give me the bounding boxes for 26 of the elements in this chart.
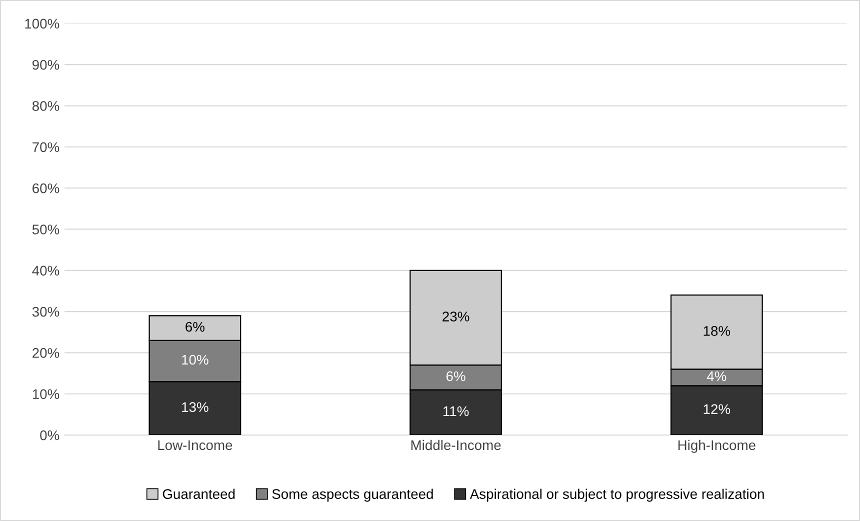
- data-label: 10%: [182, 354, 208, 365]
- legend-label: Guaranteed: [162, 488, 235, 499]
- y-tick-label: 60%: [32, 183, 60, 194]
- legend-label: Aspirational or subject to progressive realization: [470, 488, 764, 502]
- x-tick-label: High-Income: [678, 440, 756, 453]
- x-tick-label: Low-Income: [158, 440, 232, 450]
- y-tick-label: 50%: [32, 224, 60, 234]
- data-label: 11%: [443, 406, 469, 416]
- data-label: 18%: [704, 326, 730, 336]
- data-label: 12%: [704, 404, 730, 414]
- data-label: 13%: [182, 402, 208, 412]
- y-tick-label: 40%: [32, 266, 60, 276]
- y-tick-label: 70%: [32, 142, 60, 152]
- y-tick-label: 0%: [40, 430, 60, 440]
- y-tick-label: 20%: [32, 348, 60, 358]
- y-tick-label: 100%: [25, 18, 60, 29]
- legend-label: Some aspects guaranteed: [272, 488, 433, 502]
- data-label: 23%: [442, 312, 470, 322]
- data-label: 4%: [706, 371, 726, 382]
- y-tick-label: 30%: [32, 306, 60, 317]
- data-label: 6%: [186, 322, 204, 332]
- x-tick-label: Middle-Income: [411, 440, 501, 450]
- y-tick-label: 80%: [32, 101, 60, 111]
- y-tick-label: 10%: [32, 389, 60, 400]
- data-label: 6%: [446, 371, 466, 382]
- y-tick-label: 90%: [32, 60, 60, 70]
